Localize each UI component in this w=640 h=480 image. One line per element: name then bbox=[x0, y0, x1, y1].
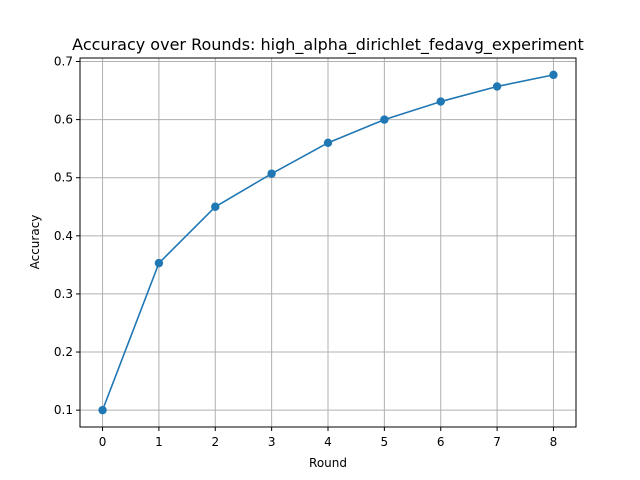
y-tick-label: 0.3 bbox=[54, 287, 73, 301]
series-accuracy bbox=[98, 70, 558, 415]
y-axis-label: Accuracy bbox=[28, 215, 42, 270]
x-tick-label: 5 bbox=[381, 435, 389, 449]
x-axis-label: Round bbox=[309, 456, 347, 470]
data-point-round-6 bbox=[436, 97, 445, 106]
x-tick-label: 4 bbox=[324, 435, 332, 449]
y-tick-label: 0.5 bbox=[54, 171, 73, 185]
axis-ticks: 0 1 2 3 4 5 6 7 8 0.1 0.2 0.3 0.4 0.5 0.6 0.7 bbox=[54, 54, 557, 449]
data-point-round-4 bbox=[323, 138, 333, 148]
data-point-round-7 bbox=[492, 82, 502, 91]
data-point-round-1 bbox=[154, 258, 164, 268]
data-point-round-3 bbox=[267, 169, 276, 178]
y-tick-label: 0.1 bbox=[54, 403, 73, 417]
y-tick-label: 0.6 bbox=[54, 113, 73, 127]
x-tick-label: 2 bbox=[211, 435, 219, 449]
chart-title: Accuracy over Rounds: high_alpha_dirichl… bbox=[72, 35, 584, 55]
x-tick-label: 8 bbox=[550, 435, 558, 449]
data-point-round-8 bbox=[549, 70, 558, 80]
y-tick-label: 0.4 bbox=[54, 229, 73, 243]
data-point-round-5 bbox=[380, 115, 389, 124]
x-tick-label: 7 bbox=[493, 435, 501, 449]
x-tick-label: 0 bbox=[99, 435, 107, 449]
x-tick-label: 6 bbox=[437, 435, 445, 449]
x-tick-label: 1 bbox=[155, 435, 163, 449]
x-tick-label: 3 bbox=[268, 435, 276, 449]
y-tick-label: 0.2 bbox=[54, 345, 73, 359]
data-point-round-2 bbox=[211, 202, 220, 211]
data-point-round-0 bbox=[98, 405, 107, 415]
y-tick-label: 0.7 bbox=[54, 54, 73, 68]
plot-frame bbox=[79, 57, 577, 428]
